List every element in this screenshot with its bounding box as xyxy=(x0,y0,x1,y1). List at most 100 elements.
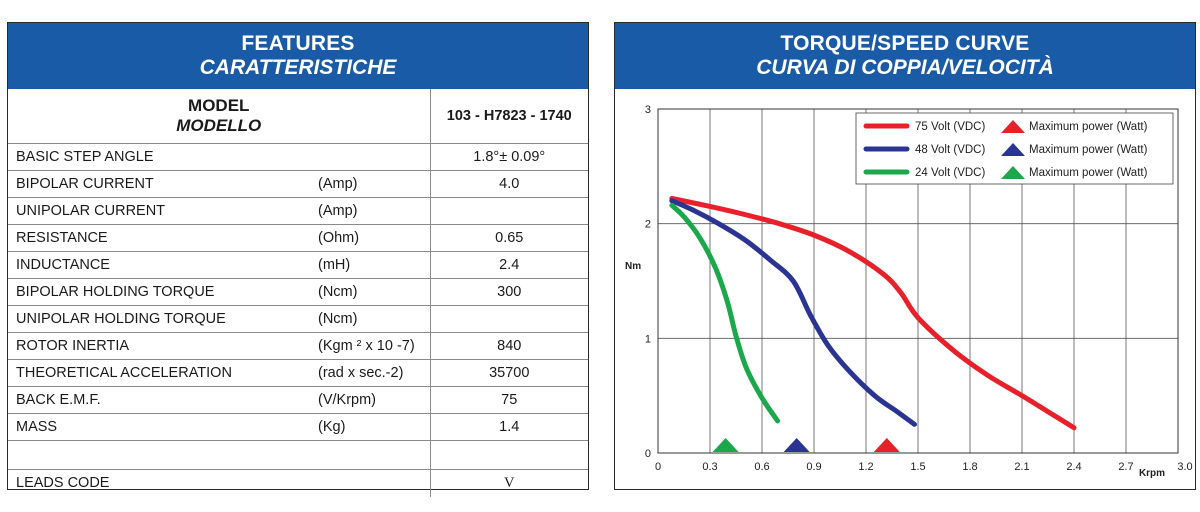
feature-label: BIPOLAR CURRENT xyxy=(8,170,308,198)
feature-value: 35700 xyxy=(429,359,588,387)
x-tick-label: 1.2 xyxy=(858,461,873,473)
model-label: MODEL xyxy=(188,95,250,115)
table-row: ROTOR INERTIA (Kgm ² x 10 -7) 840 xyxy=(8,332,588,360)
max-power-marker-1 xyxy=(783,438,810,452)
torque-speed-chart: 0 0.3 0.6 0.9 1.2 1.5 1.8 2.1 2.4 2.7 0 1 2 3 3.0 Krpm N… xyxy=(625,104,1193,479)
y-tick-label: 2 xyxy=(645,219,651,231)
table-row: BASIC STEP ANGLE 1.8°± 0.09° xyxy=(8,143,588,171)
feature-value: 2.4 xyxy=(429,251,588,279)
table-row: THEORETICAL ACCELERATION (rad x sec.-2) 35… xyxy=(8,359,588,387)
feature-value: 75 xyxy=(429,386,588,414)
feature-value: 4.0 xyxy=(429,170,588,198)
x-tick-label: 0 xyxy=(655,461,661,473)
max-power-marker-0 xyxy=(873,438,900,452)
features-panel: FEATURES CARATTERISTICHE MODEL MODELLO 1… xyxy=(7,22,589,497)
feature-unit: (Kg) xyxy=(308,413,430,441)
x-tick-label: 2.4 xyxy=(1066,461,1081,473)
legend-marker-2 xyxy=(1001,166,1025,179)
legend-marker-label-2: Maximum power (Watt) xyxy=(1029,167,1148,179)
features-title: FEATURES xyxy=(241,32,355,55)
feature-label: BACK E.M.F. xyxy=(8,386,308,414)
table-row: UNIPOLAR CURRENT (Amp) xyxy=(8,197,588,225)
table-row: MASS (Kg) 1.4 xyxy=(8,413,588,441)
feature-unit xyxy=(308,469,430,497)
y-tick-label: 3 xyxy=(645,104,651,116)
series-line-0 xyxy=(669,195,1077,431)
feature-value xyxy=(429,440,588,470)
feature-unit: (mH) xyxy=(308,251,430,279)
series-line-1 xyxy=(669,198,918,427)
x-tick-label: 1.5 xyxy=(910,461,925,473)
y-tick-label: 0 xyxy=(645,448,651,460)
table-row: LEADS CODE V xyxy=(8,469,588,497)
feature-value: 0.65 xyxy=(429,224,588,252)
table-row: BACK E.M.F. (V/Krpm) 75 xyxy=(8,386,588,414)
model-label-it: MODELLO xyxy=(176,115,262,135)
x-tick-label: 2.1 xyxy=(1014,461,1029,473)
table-row: INDUCTANCE (mH) 2.4 xyxy=(8,251,588,279)
chart-title: TORQUE/SPEED CURVE xyxy=(780,32,1030,55)
chart-subtitle: CURVA DI COPPIA/VELOCITÀ xyxy=(756,56,1054,79)
x-axis-label: Krpm xyxy=(1139,468,1165,479)
feature-label xyxy=(8,440,308,470)
feature-label: RESISTANCE xyxy=(8,224,308,252)
feature-unit: (Kgm ² x 10 -7) xyxy=(308,332,430,360)
feature-unit: (Ncm) xyxy=(308,278,430,306)
torque-speed-panel: TORQUE/SPEED CURVE CURVA DI COPPIA/VELOC… xyxy=(614,22,1196,490)
x-tick-label: 3.0 xyxy=(1177,461,1192,473)
feature-value: 1.4 xyxy=(429,413,588,441)
feature-label: BIPOLAR HOLDING TORQUE xyxy=(8,278,308,306)
legend-marker-1 xyxy=(1001,143,1025,156)
feature-value xyxy=(429,197,588,225)
feature-label: UNIPOLAR CURRENT xyxy=(8,197,308,225)
plot-area xyxy=(657,108,1179,454)
feature-label: INDUCTANCE xyxy=(8,251,308,279)
feature-value: 1.8°± 0.09° xyxy=(429,143,588,171)
model-label-cell: MODEL MODELLO xyxy=(8,89,430,144)
features-header: FEATURES CARATTERISTICHE xyxy=(8,23,588,89)
legend-entry-0: 75 Volt (VDC) xyxy=(915,121,985,133)
feature-unit: (Ncm) xyxy=(308,305,430,333)
feature-unit xyxy=(308,440,430,470)
feature-label: LEADS CODE xyxy=(16,475,110,492)
legend-marker-label-1: Maximum power (Watt) xyxy=(1029,144,1148,156)
feature-label: UNIPOLAR HOLDING TORQUE xyxy=(8,305,308,333)
x-tick-label: 0.9 xyxy=(806,461,821,473)
x-tick-label: 2.7 xyxy=(1118,461,1133,473)
legend-entry-1: 48 Volt (VDC) xyxy=(915,144,985,156)
max-power-marker-2 xyxy=(712,438,739,452)
legend-marker-0 xyxy=(1001,120,1025,133)
series-line-2 xyxy=(669,202,781,424)
table-row: BIPOLAR CURRENT (Amp) 4.0 xyxy=(8,170,588,198)
feature-label: THEORETICAL ACCELERATION xyxy=(8,359,308,387)
table-row: UNIPOLAR HOLDING TORQUE (Ncm) xyxy=(8,305,588,333)
feature-value: 840 xyxy=(429,332,588,360)
feature-label: ROTOR INERTIA xyxy=(8,332,308,360)
table-row: BIPOLAR HOLDING TORQUE (Ncm) 300 xyxy=(8,278,588,306)
feature-unit: (rad x sec.-2) xyxy=(308,359,430,387)
chart-header: TORQUE/SPEED CURVE CURVA DI COPPIA/VELOC… xyxy=(615,23,1195,89)
feature-label: MASS xyxy=(8,413,308,441)
table-row: RESISTANCE (Ohm) 0.65 xyxy=(8,224,588,252)
feature-unit: (Ohm) xyxy=(308,224,430,252)
feature-unit: (Amp) xyxy=(308,197,430,225)
legend-marker-label-0: Maximum power (Watt) xyxy=(1029,121,1148,133)
x-tick-label: 1.8 xyxy=(962,461,977,473)
feature-unit: (V/Krpm) xyxy=(308,386,430,414)
feature-unit xyxy=(308,143,430,171)
features-subtitle: CARATTERISTICHE xyxy=(199,56,397,79)
feature-unit: (Amp) xyxy=(308,170,430,198)
x-tick-label: 0.3 xyxy=(702,461,717,473)
y-axis-label: Nm xyxy=(625,261,641,272)
model-row: MODEL MODELLO 103 - H7823 - 1740 xyxy=(8,89,588,144)
feature-value: V xyxy=(429,469,588,497)
x-tick-label: 0.6 xyxy=(754,461,769,473)
feature-value: 300 xyxy=(429,278,588,306)
y-tick-label: 1 xyxy=(645,333,651,345)
table-row xyxy=(8,440,588,470)
model-value: 103 - H7823 - 1740 xyxy=(429,89,588,144)
features-table: MODEL MODELLO 103 - H7823 - 1740 BASIC S… xyxy=(8,89,588,497)
feature-value xyxy=(429,305,588,333)
legend-entry-2: 24 Volt (VDC) xyxy=(915,167,985,179)
feature-label: BASIC STEP ANGLE xyxy=(8,143,308,171)
